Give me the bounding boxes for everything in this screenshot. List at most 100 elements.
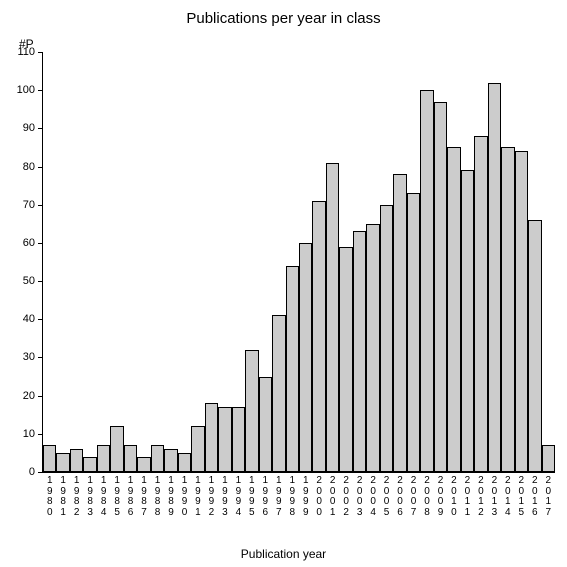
y-tick bbox=[38, 167, 43, 168]
x-tick-label: 2001 bbox=[326, 476, 339, 518]
y-tick-label: 90 bbox=[23, 122, 35, 134]
y-tick-label: 30 bbox=[23, 351, 35, 363]
y-tick-label: 20 bbox=[23, 390, 35, 402]
y-tick bbox=[38, 90, 43, 91]
x-tick-label: 1999 bbox=[299, 476, 312, 518]
x-tick-label: 2005 bbox=[380, 476, 393, 518]
bar bbox=[380, 205, 393, 472]
bar bbox=[366, 224, 379, 472]
x-tick-label: 2010 bbox=[447, 476, 460, 518]
bar bbox=[420, 90, 433, 472]
x-tick-label: 1993 bbox=[218, 476, 231, 518]
x-tick-label: 1997 bbox=[272, 476, 285, 518]
bar bbox=[137, 457, 150, 472]
bar bbox=[83, 457, 96, 472]
x-tick-label: 2014 bbox=[501, 476, 514, 518]
x-tick-label: 2013 bbox=[488, 476, 501, 518]
y-tick bbox=[38, 357, 43, 358]
x-tick-label: 1981 bbox=[57, 476, 70, 518]
bar bbox=[515, 151, 528, 472]
bar bbox=[286, 266, 299, 472]
y-tick-label: 10 bbox=[23, 428, 35, 440]
bar bbox=[501, 147, 514, 472]
bar bbox=[245, 350, 258, 472]
x-tick-label: 2007 bbox=[407, 476, 420, 518]
x-tick-label: 2016 bbox=[528, 476, 541, 518]
chart-title: Publications per year in class bbox=[0, 10, 567, 27]
y-tick bbox=[38, 281, 43, 282]
bar bbox=[56, 453, 69, 472]
y-tick-label: 60 bbox=[23, 237, 35, 249]
y-tick bbox=[38, 434, 43, 435]
y-tick-label: 80 bbox=[23, 161, 35, 173]
y-tick bbox=[38, 396, 43, 397]
bar bbox=[474, 136, 487, 472]
y-tick-label: 40 bbox=[23, 313, 35, 325]
x-tick-label: 1983 bbox=[84, 476, 97, 518]
x-tick-label: 1989 bbox=[165, 476, 178, 518]
bar bbox=[205, 403, 218, 472]
y-tick-label: 70 bbox=[23, 199, 35, 211]
y-tick bbox=[38, 52, 43, 53]
bar bbox=[528, 220, 541, 472]
x-tick-label: 1980 bbox=[43, 476, 56, 518]
x-tick-label: 1987 bbox=[138, 476, 151, 518]
bar bbox=[488, 83, 501, 472]
x-tick-label: 2009 bbox=[434, 476, 447, 518]
x-tick-label: 2017 bbox=[542, 476, 555, 518]
bar bbox=[272, 315, 285, 472]
y-tick-label: 110 bbox=[17, 46, 35, 58]
y-tick-label: 0 bbox=[29, 466, 35, 478]
bar bbox=[151, 445, 164, 472]
y-tick bbox=[38, 472, 43, 473]
x-tick-label: 1986 bbox=[124, 476, 137, 518]
x-tick-label: 1990 bbox=[178, 476, 191, 518]
x-tick-label: 2008 bbox=[421, 476, 434, 518]
chart-container: Publications per year in class #P 010203… bbox=[0, 0, 567, 567]
y-tick bbox=[38, 243, 43, 244]
x-tick-label: 1996 bbox=[259, 476, 272, 518]
bar bbox=[97, 445, 110, 472]
x-tick-label: 2004 bbox=[367, 476, 380, 518]
bar bbox=[407, 193, 420, 472]
bar bbox=[353, 231, 366, 472]
bar bbox=[124, 445, 137, 472]
plot-area: 0102030405060708090100110198019811982198… bbox=[42, 52, 555, 473]
x-tick-label: 2003 bbox=[353, 476, 366, 518]
bar bbox=[43, 445, 56, 472]
x-tick-label: 2011 bbox=[461, 476, 474, 518]
x-tick-label: 1995 bbox=[245, 476, 258, 518]
bar bbox=[191, 426, 204, 472]
x-tick-label: 1991 bbox=[191, 476, 204, 518]
bar bbox=[232, 407, 245, 472]
y-tick-label: 50 bbox=[23, 275, 35, 287]
x-tick-label: 2015 bbox=[515, 476, 528, 518]
x-tick-label: 2006 bbox=[394, 476, 407, 518]
y-tick bbox=[38, 128, 43, 129]
x-tick-label: 1985 bbox=[111, 476, 124, 518]
bar bbox=[178, 453, 191, 472]
bar bbox=[299, 243, 312, 472]
bar bbox=[393, 174, 406, 472]
bar bbox=[164, 449, 177, 472]
bar bbox=[339, 247, 352, 472]
x-axis-label: Publication year bbox=[0, 547, 567, 561]
x-tick-label: 1982 bbox=[70, 476, 83, 518]
bar bbox=[461, 170, 474, 472]
x-tick-label: 2000 bbox=[313, 476, 326, 518]
x-tick-label: 2002 bbox=[340, 476, 353, 518]
x-tick-label: 1992 bbox=[205, 476, 218, 518]
bar bbox=[70, 449, 83, 472]
x-tick-label: 1984 bbox=[97, 476, 110, 518]
bar bbox=[542, 445, 555, 472]
bar bbox=[447, 147, 460, 472]
x-tick-label: 1988 bbox=[151, 476, 164, 518]
bar bbox=[326, 163, 339, 472]
bar bbox=[259, 377, 272, 472]
x-tick-label: 2012 bbox=[474, 476, 487, 518]
bar bbox=[110, 426, 123, 472]
y-tick-label: 100 bbox=[17, 84, 35, 96]
y-tick bbox=[38, 319, 43, 320]
bar bbox=[312, 201, 325, 472]
bar bbox=[434, 102, 447, 472]
